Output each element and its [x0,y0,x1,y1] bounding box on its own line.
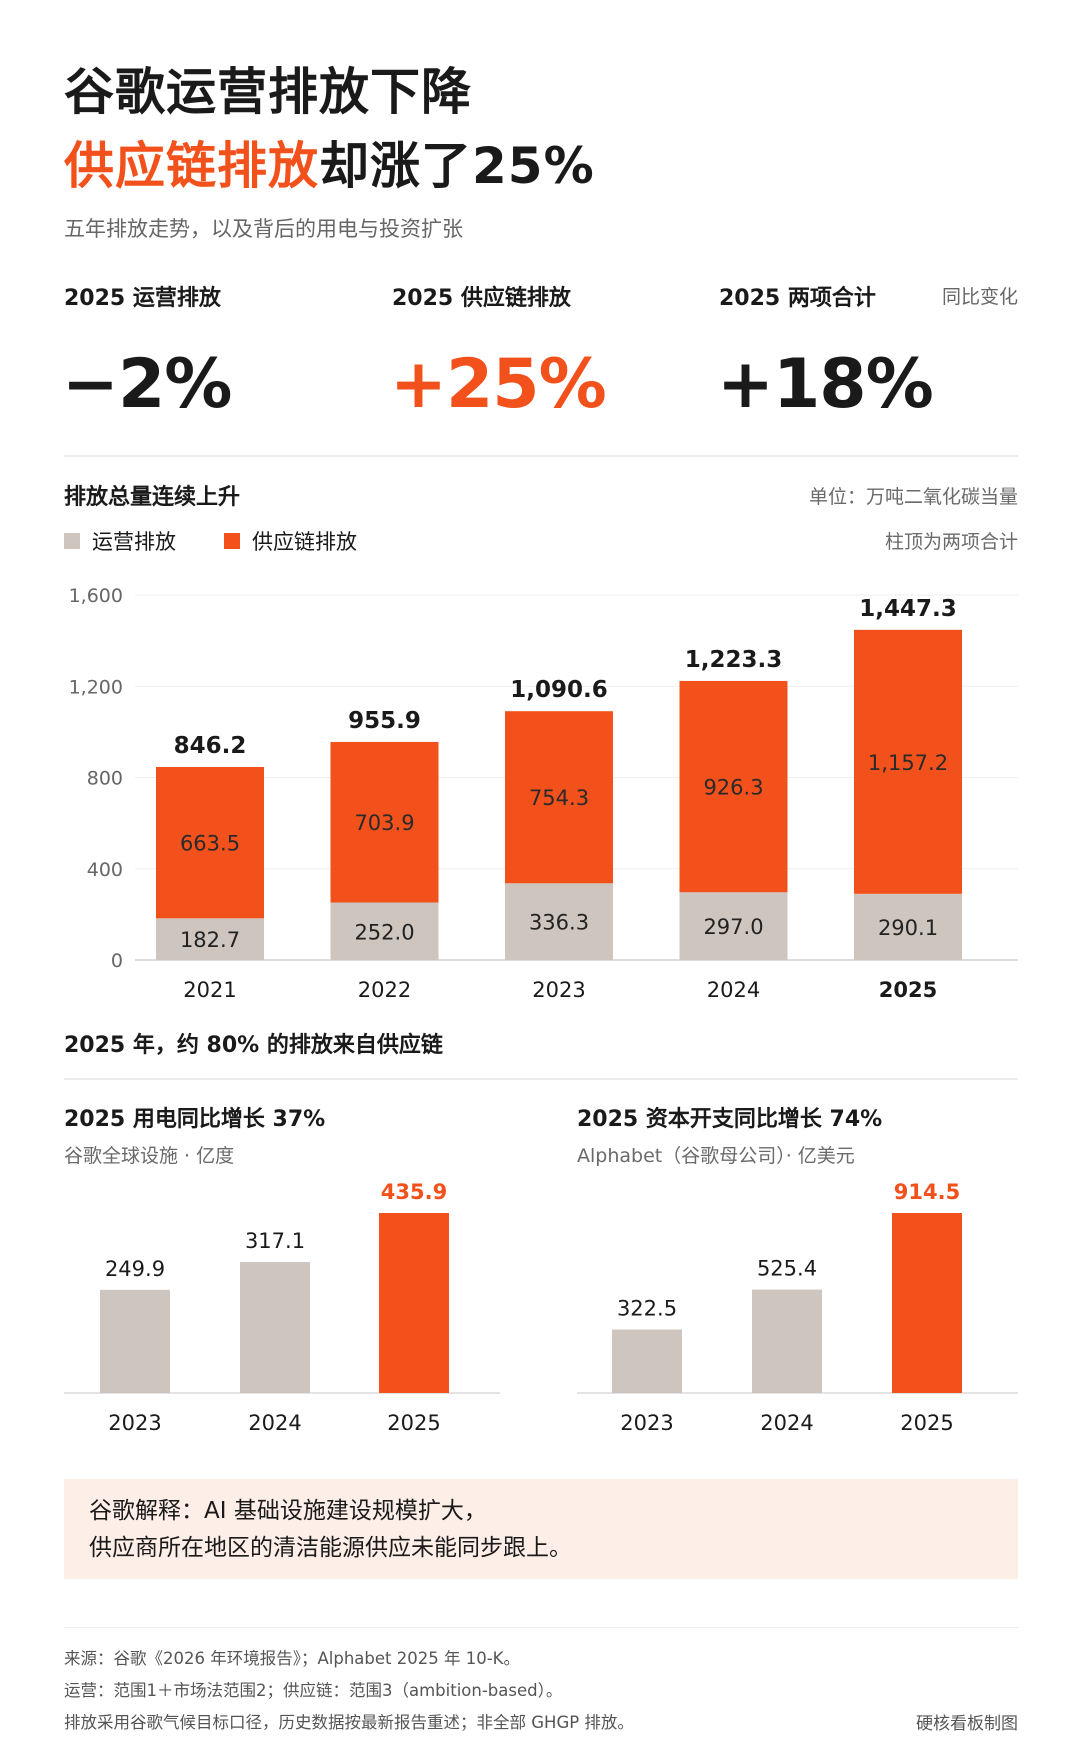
x-tick-label: 2024 [707,978,760,1002]
bar-total-label: 1,447.3 [859,596,957,622]
title-rest: 却涨了25% [319,137,595,195]
legend-label-supply: 供应链排放 [252,530,357,554]
electricity-x-label: 2023 [108,1411,161,1435]
stat-value-total: +18% [717,345,934,424]
electricity-bar [100,1289,170,1393]
bar-label-supply-chain: 703.9 [354,811,414,835]
x-tick-label: 2022 [358,978,411,1002]
y-tick-label: 1,200 [69,676,123,698]
y-tick-label: 800 [87,768,123,790]
bar-operations [330,902,439,960]
y-tick-label: 1,600 [69,585,123,607]
electricity-x-label: 2024 [248,1411,301,1435]
capex-value-label: 525.4 [757,1257,817,1281]
stat-label-operations: 2025 运营排放 [64,286,221,311]
bar-label-supply-chain: 663.5 [180,832,240,856]
callout-line-2: 供应商所在地区的清洁能源供应未能同步跟上。 [89,1535,572,1561]
footer-methodology: 排放采用谷歌气候目标口径，历史数据按最新报告重述；非全部 GHGP 排放。 [64,1713,634,1732]
bar-label-operations: 336.3 [529,911,589,935]
electricity-title: 2025 用电同比增长 37% [64,1107,326,1132]
bar-total-label: 846.2 [174,733,247,759]
y-tick-label: 0 [111,950,123,972]
legend-swatch-supply [224,533,240,549]
electricity-bar [379,1213,449,1393]
bar-operations [854,893,962,960]
title-accent: 供应链排放 [64,137,319,195]
bar-operations [505,883,613,960]
bar-label-supply-chain: 754.3 [529,786,589,810]
legend-swatch-operations [64,533,80,549]
bar-total-label: 1,223.3 [685,647,783,673]
bar-supply-chain [505,711,613,884]
bar-label-operations: 252.0 [354,920,414,944]
capex-x-label: 2025 [900,1411,953,1435]
main-chart-caption: 2025 年，约 80% 的排放来自供应链 [64,1033,443,1058]
electricity-subtitle: 谷歌全球设施 · 亿度 [64,1145,235,1167]
capex-value-label: 914.5 [894,1180,960,1204]
callout-line-1: 谷歌解释：AI 基础设施建设规模扩大， [89,1498,487,1524]
electricity-bar [240,1262,310,1393]
stat-note: 同比变化 [941,286,1018,308]
x-tick-label: 2023 [532,978,585,1002]
bar-operations [679,892,788,960]
legend-label-operations: 运营排放 [92,530,176,554]
stat-label-total: 2025 两项合计 [719,286,876,311]
capex-value-label: 322.5 [617,1297,677,1321]
bar-label-operations: 297.0 [703,915,763,939]
bar-supply-chain [330,741,439,903]
capex-bar [892,1213,962,1393]
footer-source: 来源：谷歌《2026 年环境报告》；Alphabet 2025 年 10-K。 [64,1649,520,1668]
bar-operations [156,918,264,960]
legend: 运营排放 供应链排放 [64,526,357,556]
x-tick-label: 2025 [879,978,937,1002]
electricity-value-label: 317.1 [245,1229,305,1253]
callout-box [64,1479,1018,1579]
capex-bar [612,1329,682,1393]
main-chart-title: 排放总量连续上升 [64,485,241,510]
capex-x-label: 2024 [760,1411,813,1435]
stat-value-operations: −2% [62,345,232,424]
electricity-value-label: 249.9 [105,1257,165,1281]
capex-subtitle: Alphabet（谷歌母公司）· 亿美元 [577,1145,855,1167]
capex-bar [752,1289,822,1393]
stat-value-supply: +25% [390,345,607,424]
main-chart-note: 柱顶为两项合计 [884,531,1018,553]
bar-supply-chain [854,629,962,894]
electricity-value-label: 435.9 [381,1180,447,1204]
subtitle: 五年排放走势，以及背后的用电与投资扩张 [64,217,463,241]
bar-label-operations: 182.7 [180,928,240,952]
footer-definitions: 运营：范围1＋市场法范围2；供应链：范围3（ambition-based）。 [64,1681,563,1700]
bar-total-label: 955.9 [348,708,421,734]
main-chart-unit: 单位：万吨二氧化碳当量 [808,486,1018,508]
y-tick-label: 400 [87,859,123,881]
divider [64,455,1018,457]
bar-label-supply-chain: 926.3 [703,776,763,800]
capex-title: 2025 资本开支同比增长 74% [577,1107,883,1132]
bar-supply-chain [679,680,788,893]
bar-label-operations: 290.1 [878,916,938,940]
title-line-1: 谷歌运营排放下降 [64,63,472,121]
bar-label-supply-chain: 1,157.2 [868,751,948,775]
x-tick-label: 2021 [183,978,236,1002]
capex-x-label: 2023 [620,1411,673,1435]
title-line-2: 供应链排放却涨了25% [64,126,595,198]
electricity-x-label: 2025 [387,1411,440,1435]
bar-total-label: 1,090.6 [510,677,608,703]
stat-label-supply: 2025 供应链排放 [392,286,571,311]
bar-supply-chain [156,766,264,919]
divider [64,1627,1018,1628]
footer-credit: 硬核看板制图 [916,1714,1018,1734]
divider [64,1078,1018,1080]
